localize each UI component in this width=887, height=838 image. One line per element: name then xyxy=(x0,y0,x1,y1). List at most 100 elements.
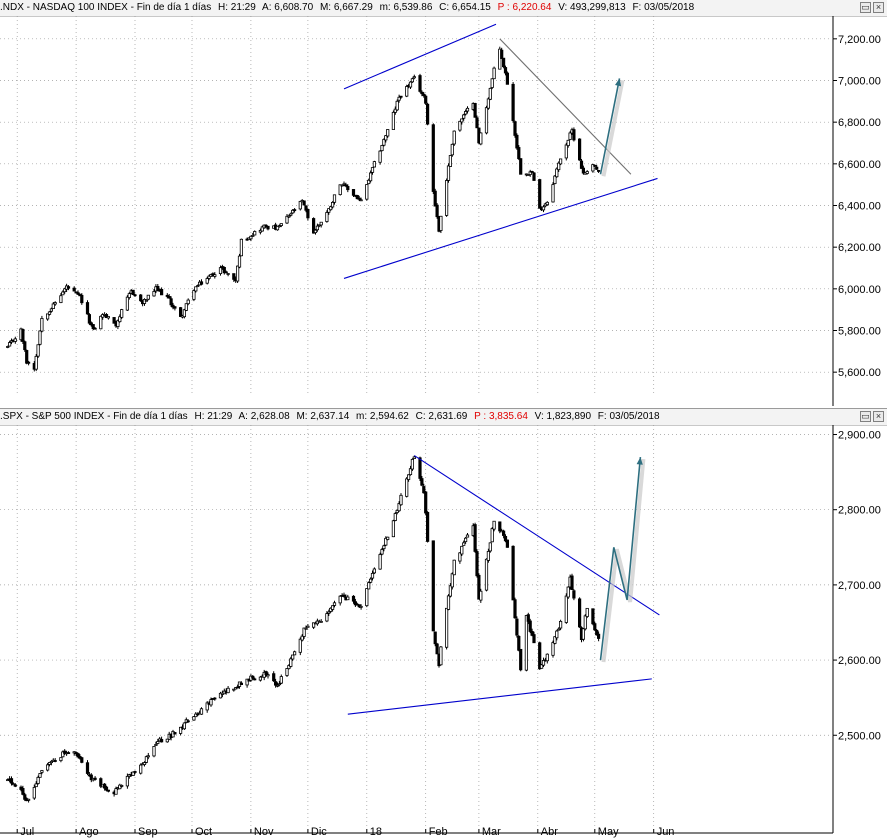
candle-body xyxy=(76,753,80,758)
candle-body xyxy=(526,614,530,622)
spx-open: A: 2,628.08 xyxy=(238,411,290,422)
candle-body xyxy=(505,72,510,85)
candle-body xyxy=(205,702,209,711)
candle-body xyxy=(302,200,306,206)
candle-body xyxy=(46,313,50,320)
candle-body xyxy=(85,302,90,315)
spx-symbol: .SPX - S&P 500 INDEX - Fin de día 1 días xyxy=(0,411,188,422)
candle-body xyxy=(593,623,597,631)
candle-body xyxy=(593,164,597,167)
spx-high: M: 2,637.14 xyxy=(296,411,350,422)
candle-body xyxy=(503,535,508,542)
candle-body xyxy=(127,293,131,298)
candle-body xyxy=(144,756,148,763)
candle-body xyxy=(585,171,589,174)
candle-body xyxy=(355,195,359,200)
candle-body xyxy=(450,143,454,156)
candle-body xyxy=(395,509,399,513)
candle-body xyxy=(298,638,302,653)
candle-body xyxy=(397,503,401,512)
candle-body xyxy=(372,161,377,168)
candle-body xyxy=(484,558,489,591)
candle-body xyxy=(251,235,255,237)
candle-body xyxy=(540,664,544,669)
candle-body xyxy=(446,595,451,610)
candle-body xyxy=(104,786,109,791)
candle-body xyxy=(23,794,27,800)
candle-body xyxy=(538,179,542,209)
candle-body xyxy=(399,95,403,98)
candle-body xyxy=(393,108,397,113)
candle-body xyxy=(553,175,557,184)
candle-body xyxy=(46,764,50,771)
candle-body xyxy=(313,229,318,234)
candle-body xyxy=(139,294,143,302)
candle-body xyxy=(431,540,435,632)
candle-body xyxy=(199,281,204,285)
restore-icon[interactable]: ▭ xyxy=(860,411,871,422)
close-icon[interactable]: × xyxy=(873,2,884,13)
candle-body xyxy=(559,158,563,165)
candle-body xyxy=(511,545,515,601)
candle-body xyxy=(232,273,236,280)
x-tick-label: Sep xyxy=(138,826,158,838)
candle-body xyxy=(551,184,555,203)
candle-body xyxy=(38,773,42,778)
restore-icon[interactable]: ▭ xyxy=(860,2,871,13)
candle-body xyxy=(146,755,150,758)
candle-body xyxy=(555,630,559,639)
candle-body xyxy=(479,590,483,601)
candle-body xyxy=(125,775,129,787)
candle-body xyxy=(412,76,416,79)
candle-body xyxy=(450,573,454,588)
candle-body xyxy=(380,145,384,152)
spx-hour: H: 21:29 xyxy=(194,411,233,422)
candles xyxy=(6,455,601,803)
projection-shadow xyxy=(601,458,646,663)
candle-body xyxy=(591,164,595,172)
close-icon[interactable]: × xyxy=(873,411,884,422)
ndx-close: C: 6,654.15 xyxy=(439,2,491,13)
candle-body xyxy=(72,287,76,292)
candle-body xyxy=(425,103,430,125)
candle-body xyxy=(511,83,515,121)
candle-body xyxy=(422,486,426,494)
candle-body xyxy=(209,699,213,706)
candle-body xyxy=(479,132,483,145)
ndx-high: M: 6,667.29 xyxy=(319,2,373,13)
candle-body xyxy=(306,208,310,219)
candle-body xyxy=(279,676,283,684)
candle-body xyxy=(106,789,110,792)
candle-body xyxy=(528,171,532,175)
candle-body xyxy=(251,675,255,679)
candle-body xyxy=(298,200,302,210)
candle-body xyxy=(433,631,437,645)
y-tick-label: 6,400.00 xyxy=(838,201,881,213)
candle-body xyxy=(513,121,517,136)
candle-body xyxy=(503,67,508,74)
candle-body xyxy=(167,296,171,299)
candle-body xyxy=(277,225,282,228)
candle-body xyxy=(578,598,582,628)
projection-path xyxy=(599,78,621,175)
candle-body xyxy=(325,613,329,622)
candle-body xyxy=(342,183,346,186)
candle-body xyxy=(585,607,589,617)
candle-body xyxy=(304,205,308,211)
candle-body xyxy=(367,179,371,185)
spx-volume: V: 1,823,890 xyxy=(534,411,592,422)
candle-body xyxy=(306,625,310,628)
candle-body xyxy=(330,201,335,208)
candle-body xyxy=(338,595,342,604)
candle-body xyxy=(488,87,492,100)
candle-body xyxy=(422,93,426,97)
candle-body xyxy=(395,100,399,111)
candle-body xyxy=(142,762,147,765)
candle-body xyxy=(311,218,316,234)
candle-body xyxy=(566,139,570,147)
candle-body xyxy=(410,78,415,83)
candle-body xyxy=(342,594,346,597)
candle-body xyxy=(579,160,584,169)
x-tick-label: Abr xyxy=(541,826,558,838)
candle-body xyxy=(80,294,84,304)
